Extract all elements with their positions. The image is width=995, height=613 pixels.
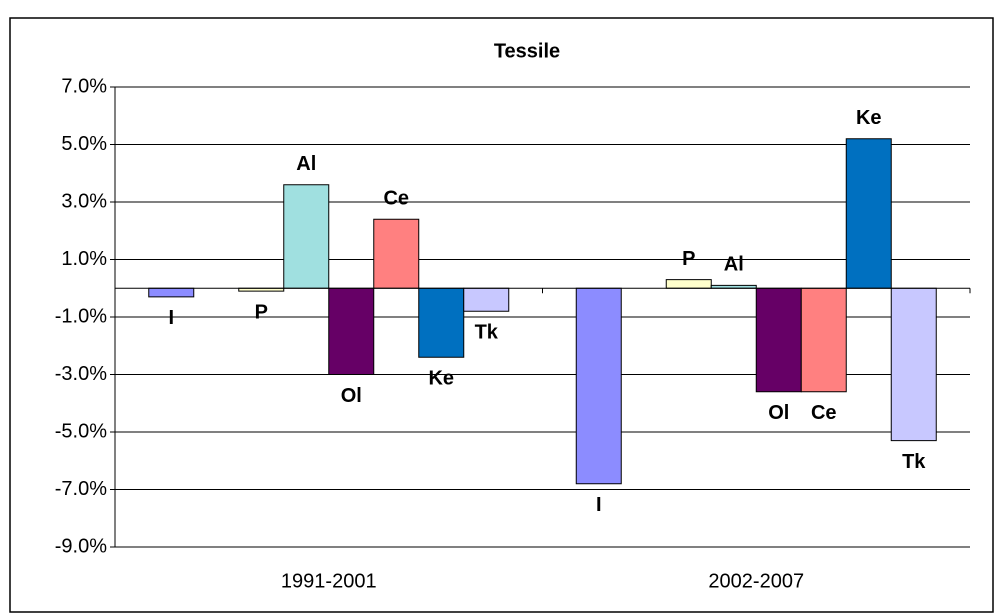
- y-tick-label: 3.0%: [61, 190, 107, 212]
- bar: [373, 218, 420, 289]
- data-label: Tk: [902, 451, 926, 473]
- data-label: P: [255, 301, 268, 323]
- bar: [845, 138, 892, 289]
- data-label: Ke: [428, 368, 454, 390]
- bar: [755, 287, 802, 393]
- bar: [283, 184, 330, 289]
- bar: [148, 287, 195, 298]
- data-label: Ce: [811, 402, 837, 424]
- bar: [890, 287, 937, 442]
- data-label: Tk: [475, 322, 499, 344]
- data-label: Ol: [341, 385, 362, 407]
- y-tick-label: -9.0%: [55, 535, 107, 557]
- y-tick-label: 5.0%: [61, 133, 107, 155]
- x-tick-label: 1991-2001: [281, 570, 377, 592]
- data-label: P: [682, 248, 695, 270]
- y-tick-label: 1.0%: [61, 248, 107, 270]
- data-label: I: [168, 307, 174, 329]
- bar: [418, 287, 465, 358]
- y-tick-label: -5.0%: [55, 420, 107, 442]
- chart-title: Tessile: [494, 40, 560, 62]
- bar: [665, 279, 712, 289]
- y-tick-label: -1.0%: [55, 305, 107, 327]
- data-label: I: [596, 494, 602, 516]
- bar: [800, 287, 847, 393]
- x-tick-label: 2002-2007: [708, 570, 804, 592]
- y-tick-label: 7.0%: [61, 75, 107, 97]
- data-label: Al: [296, 153, 316, 175]
- data-label: Ol: [768, 402, 789, 424]
- bar: [463, 287, 510, 312]
- bar: [328, 287, 375, 375]
- y-tick-label: -7.0%: [55, 478, 107, 500]
- bar: [575, 287, 622, 485]
- data-label: Ke: [856, 107, 882, 129]
- data-label: Ce: [383, 188, 409, 210]
- data-label: Al: [724, 254, 744, 276]
- y-tick-label: -3.0%: [55, 363, 107, 385]
